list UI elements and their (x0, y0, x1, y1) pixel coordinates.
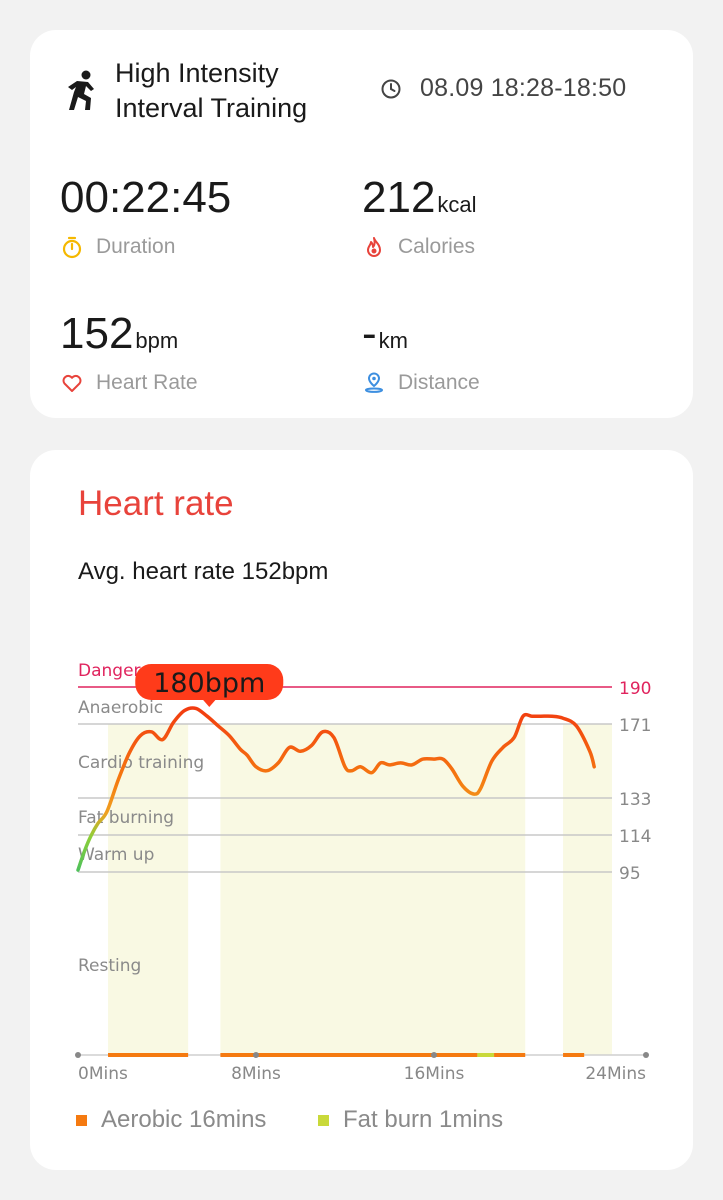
legend-aerobic: Aerobic 16mins (76, 1106, 266, 1134)
x-tick-label-16: 16Mins (404, 1064, 465, 1084)
workout-title-line2: Interval Training (115, 93, 308, 123)
heart-rate-card: Heart rate Avg. heart rate 152bpm 190 171… (30, 450, 693, 1170)
heart-rate-card-title: Heart rate (78, 484, 234, 523)
location-pin-icon (364, 372, 384, 393)
zone-label-warm-up: Warm up (78, 845, 154, 865)
calories-metric: 212kcal Calories (362, 172, 477, 259)
distance-metric: -km Distance (362, 308, 480, 395)
zone-label-resting: Resting (78, 956, 141, 976)
threshold-label-190: 190 (619, 679, 651, 699)
legend-fat-burn-swatch (318, 1114, 329, 1126)
zone-bar-2 (477, 1053, 495, 1057)
threshold-label-95: 95 (619, 864, 641, 884)
duration-metric: 00:22:45 Duration (60, 172, 233, 259)
heart-rate-line (76, 706, 596, 872)
threshold-label-114: 114 (619, 827, 651, 847)
x-tick-dot-8 (253, 1052, 259, 1058)
distance-value: - (362, 309, 377, 358)
zone-bar-3 (494, 1053, 526, 1057)
duration-value: 00:22:45 (60, 173, 232, 222)
heart-rate-metric: 152bpm Heart Rate (60, 308, 198, 395)
time-range: 08.09 18:28-18:50 (380, 74, 626, 103)
threshold-label-133: 133 (619, 790, 651, 810)
distance-unit: km (378, 328, 408, 353)
average-heart-rate: Avg. heart rate 152bpm (78, 558, 329, 585)
x-tick-dot-0 (75, 1052, 81, 1058)
legend-aerobic-swatch (76, 1114, 87, 1126)
x-tick-label-0: 0Mins (78, 1064, 128, 1084)
legend-fat-burn-label: Fat burn 1mins (343, 1106, 504, 1133)
legend-fat-burn: Fat burn 1mins (318, 1106, 503, 1134)
distance-label: Distance (398, 371, 480, 394)
active-segment-2 (563, 724, 612, 1055)
workout-title-line1: High Intensity (115, 58, 279, 88)
heart-icon (62, 374, 82, 392)
clock-icon (381, 79, 401, 98)
x-tick-dot-24 (643, 1052, 649, 1058)
time-range-text: 08.09 18:28-18:50 (420, 74, 627, 102)
calories-value: 212 (362, 173, 436, 222)
calories-label: Calories (398, 235, 476, 258)
x-tick-dot-16 (431, 1052, 437, 1058)
flame-icon (367, 237, 381, 257)
active-segment-1 (220, 724, 526, 1055)
duration-label: Duration (96, 235, 176, 258)
active-segment-0 (108, 724, 189, 1055)
threshold-label-171: 171 (619, 716, 651, 736)
heart-rate-label: Heart Rate (96, 371, 198, 394)
heart-rate-value: 152 (60, 309, 134, 358)
legend-aerobic-label: Aerobic 16mins (101, 1106, 267, 1133)
peak-badge-label: 180bpm (153, 668, 265, 699)
peak-badge-pointer (202, 699, 217, 707)
zone-bar-0 (108, 1053, 189, 1057)
peak-badge (135, 664, 284, 700)
calories-unit: kcal (437, 192, 477, 217)
zone-bar-4 (563, 1053, 585, 1057)
zone-bar-1 (220, 1053, 478, 1057)
x-tick-label-24: 24Mins (585, 1064, 646, 1084)
workout-title: High Intensity Interval Training (115, 56, 375, 126)
zone-label-anaerobic: Anaerobic (78, 698, 163, 718)
x-tick-label-8: 8Mins (231, 1064, 281, 1084)
stopwatch-icon (62, 236, 82, 259)
workout-summary-card: High Intensity Interval Training 08.09 1… (30, 30, 693, 418)
running-figure-icon (68, 70, 94, 110)
heart-rate-unit: bpm (135, 328, 179, 353)
zone-label-fat-burning: Fat burning (78, 808, 174, 828)
zone-label-cardio-training: Cardio training (78, 753, 204, 773)
